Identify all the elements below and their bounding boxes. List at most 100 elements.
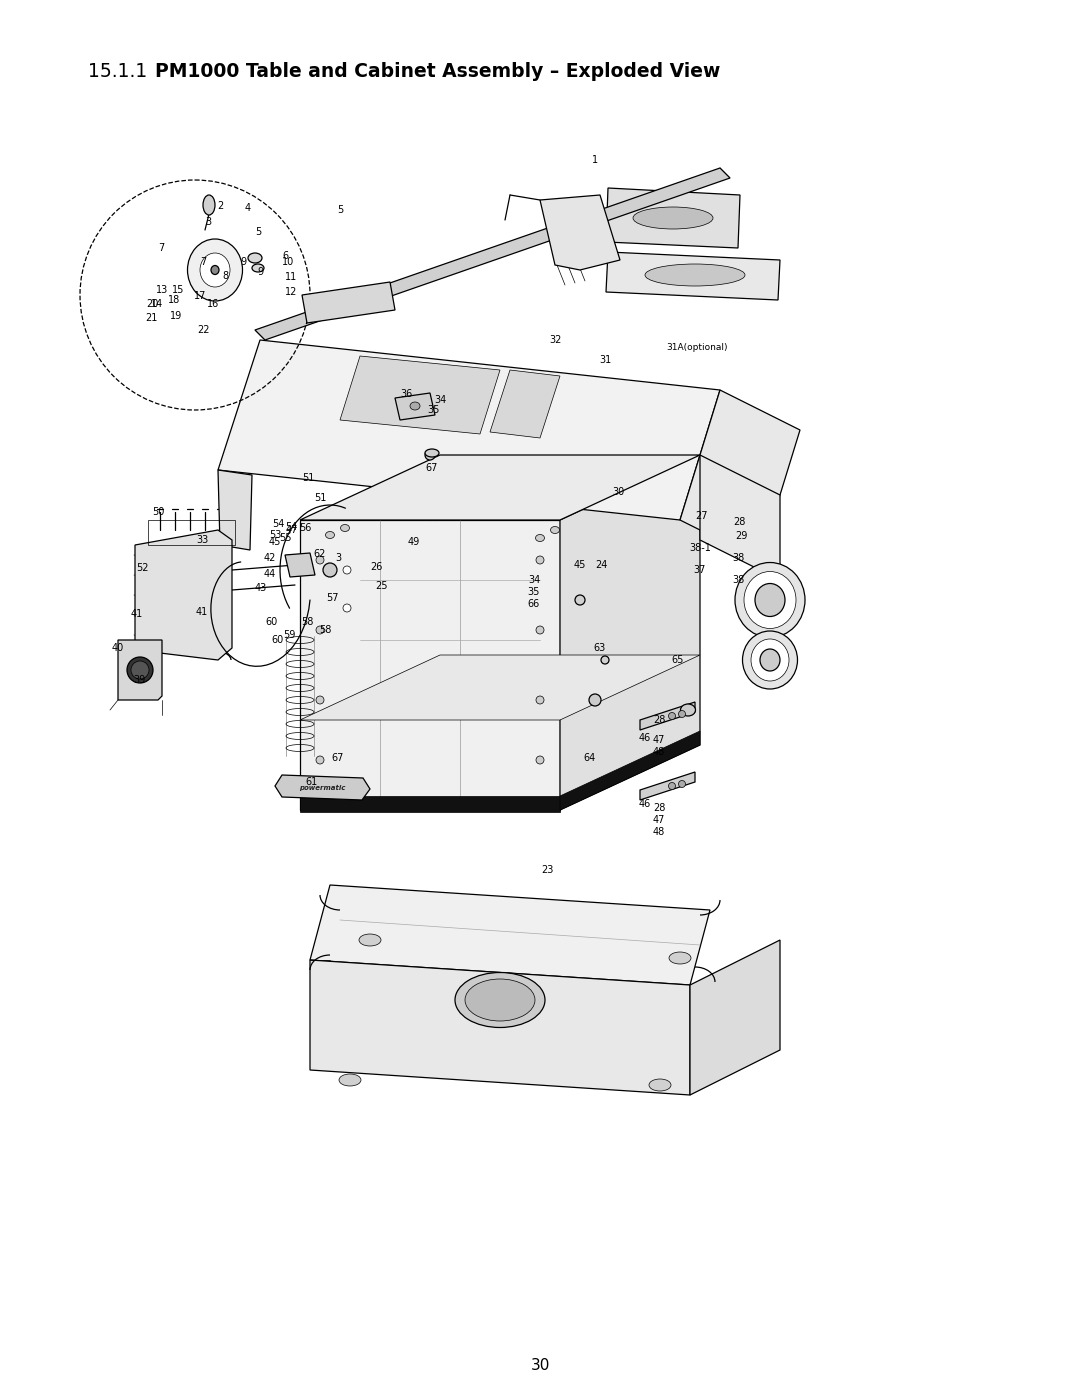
Text: 23: 23 — [541, 865, 553, 875]
Text: 20: 20 — [146, 299, 158, 309]
Polygon shape — [640, 773, 696, 800]
Text: 42: 42 — [264, 553, 276, 563]
Polygon shape — [700, 455, 780, 580]
Polygon shape — [690, 940, 780, 1095]
Text: 46: 46 — [639, 733, 651, 743]
Ellipse shape — [589, 694, 600, 705]
Text: 47: 47 — [652, 735, 665, 745]
Text: 66: 66 — [528, 599, 540, 609]
Ellipse shape — [536, 696, 544, 704]
Polygon shape — [300, 655, 700, 719]
Ellipse shape — [551, 527, 559, 534]
Text: 52: 52 — [136, 563, 148, 573]
Ellipse shape — [316, 696, 324, 704]
Text: 6: 6 — [282, 251, 288, 261]
Ellipse shape — [669, 712, 675, 719]
Polygon shape — [540, 196, 620, 270]
Text: 28: 28 — [652, 803, 665, 813]
Text: 67: 67 — [332, 753, 345, 763]
Text: 54: 54 — [272, 520, 284, 529]
Text: 48: 48 — [653, 747, 665, 757]
Text: 10: 10 — [282, 257, 294, 267]
Text: 4: 4 — [245, 203, 251, 212]
Ellipse shape — [678, 711, 686, 718]
Polygon shape — [275, 775, 370, 800]
Ellipse shape — [760, 650, 780, 671]
Text: 28: 28 — [733, 517, 745, 527]
Text: 8: 8 — [221, 271, 228, 281]
Ellipse shape — [211, 265, 219, 274]
Ellipse shape — [536, 535, 544, 542]
Polygon shape — [561, 731, 700, 810]
Polygon shape — [302, 282, 395, 323]
Text: 45: 45 — [573, 560, 586, 570]
Text: 24: 24 — [595, 560, 607, 570]
Text: 2: 2 — [217, 201, 224, 211]
Polygon shape — [640, 703, 696, 731]
Text: 34: 34 — [528, 576, 540, 585]
Text: 38: 38 — [732, 576, 744, 585]
Text: 28: 28 — [652, 715, 665, 725]
Text: 16: 16 — [207, 299, 219, 309]
Text: 46: 46 — [639, 799, 651, 809]
Text: 21: 21 — [145, 313, 158, 323]
Text: 22: 22 — [198, 326, 211, 335]
Ellipse shape — [252, 264, 264, 272]
Ellipse shape — [744, 571, 796, 629]
Text: 48: 48 — [653, 827, 665, 837]
Text: 51: 51 — [314, 493, 326, 503]
Text: 49: 49 — [408, 536, 420, 548]
Text: 45: 45 — [269, 536, 281, 548]
Text: 25: 25 — [376, 581, 388, 591]
Ellipse shape — [426, 448, 438, 457]
Polygon shape — [680, 390, 800, 560]
Ellipse shape — [410, 402, 420, 409]
Ellipse shape — [359, 935, 381, 946]
Text: 65: 65 — [672, 655, 685, 665]
Text: 62: 62 — [314, 549, 326, 559]
Ellipse shape — [131, 661, 149, 679]
Text: 54: 54 — [285, 522, 297, 532]
Text: 60: 60 — [272, 636, 284, 645]
Text: 12: 12 — [285, 286, 297, 298]
Polygon shape — [310, 960, 690, 1095]
Ellipse shape — [536, 626, 544, 634]
Ellipse shape — [680, 704, 696, 717]
Text: 60: 60 — [266, 617, 279, 627]
Text: 30: 30 — [530, 1358, 550, 1372]
Text: 15: 15 — [172, 285, 185, 295]
Text: 53: 53 — [269, 529, 281, 541]
Text: 7: 7 — [158, 243, 164, 253]
Polygon shape — [300, 455, 700, 520]
Text: 31: 31 — [599, 355, 611, 365]
Text: 19: 19 — [170, 312, 183, 321]
Polygon shape — [606, 189, 740, 249]
Ellipse shape — [248, 253, 262, 263]
Text: 58: 58 — [319, 624, 332, 636]
Text: 51: 51 — [301, 474, 314, 483]
Ellipse shape — [649, 1078, 671, 1091]
Text: 38-1: 38-1 — [689, 543, 711, 553]
Text: 35: 35 — [528, 587, 540, 597]
Text: 34: 34 — [434, 395, 446, 405]
Text: 33: 33 — [195, 535, 208, 545]
Ellipse shape — [325, 531, 335, 538]
Text: 47: 47 — [286, 525, 298, 535]
Polygon shape — [490, 370, 561, 439]
Polygon shape — [118, 640, 162, 700]
Text: 40: 40 — [112, 643, 124, 652]
Polygon shape — [310, 886, 710, 985]
Text: 43: 43 — [255, 583, 267, 592]
Text: 41: 41 — [131, 609, 144, 619]
Text: 41: 41 — [195, 608, 208, 617]
Text: 5: 5 — [255, 226, 261, 237]
Polygon shape — [255, 168, 730, 339]
Ellipse shape — [127, 657, 153, 683]
Text: 15.1.1: 15.1.1 — [87, 61, 159, 81]
Ellipse shape — [188, 239, 243, 300]
Text: 18: 18 — [167, 295, 180, 305]
Text: 17: 17 — [193, 291, 206, 300]
Polygon shape — [218, 339, 720, 520]
Text: 59: 59 — [283, 630, 295, 640]
Text: 13: 13 — [156, 285, 168, 295]
